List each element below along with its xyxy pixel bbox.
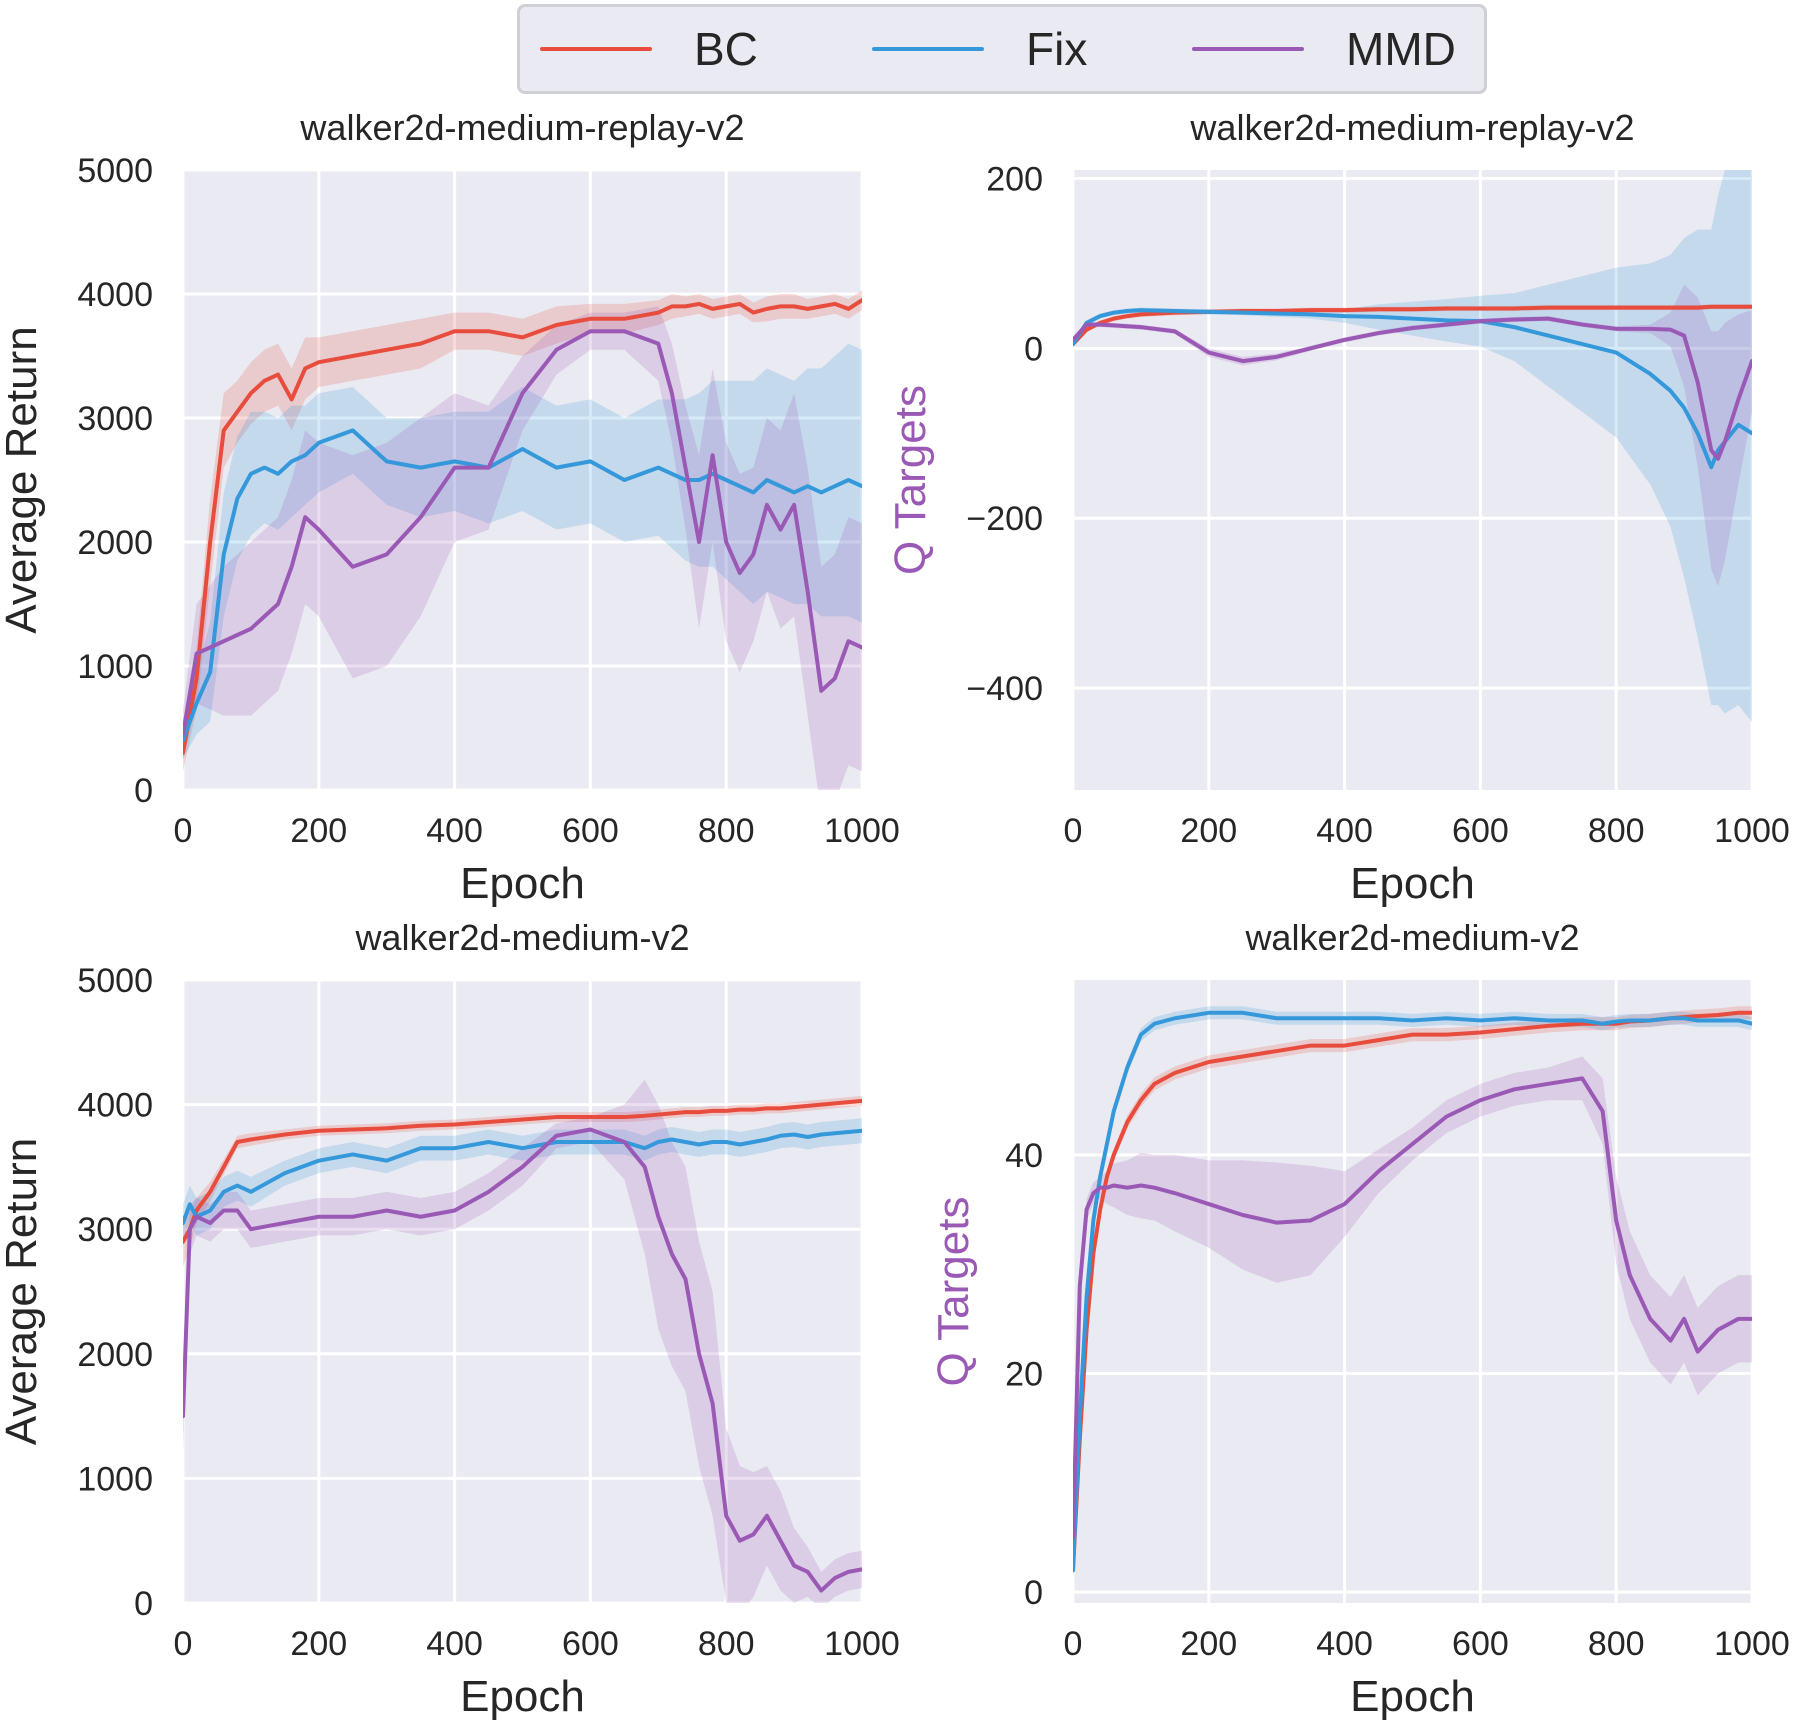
band-mmd (183, 306, 862, 790)
x-axis-label: Epoch (1350, 1672, 1475, 1721)
x-tick-label: 200 (290, 812, 347, 850)
x-tick-label: 0 (174, 812, 193, 850)
x-tick-label: 0 (1064, 1625, 1083, 1663)
line-bc (183, 1098, 862, 1244)
y-tick-label: 1000 (77, 648, 153, 686)
x-tick-label: 400 (426, 812, 483, 850)
x-tick-label: 1000 (824, 812, 900, 850)
x-tick-label: 200 (290, 1625, 347, 1663)
y-axis-label: Average Return (0, 1138, 46, 1445)
y-tick-label: 0 (134, 1585, 153, 1623)
line-mmd (183, 1127, 862, 1593)
x-axis-label: Epoch (460, 859, 585, 908)
line-fix (1073, 308, 1752, 470)
y-tick-label: 5000 (77, 962, 153, 1000)
series-group (1073, 1006, 1752, 1576)
band-mmd (1073, 1056, 1752, 1549)
y-tick-label: 3000 (77, 1211, 153, 1249)
subplot-1: walker2d-medium-replay-v2 0 200 400 600 800 10… (0, 107, 900, 908)
y-axis-label: Average Return (0, 326, 46, 633)
line-bc (183, 298, 862, 755)
x-tick-label: 800 (698, 1625, 755, 1663)
x-tick-label: 600 (562, 812, 619, 850)
band-fix (183, 1118, 862, 1242)
x-tick-label: 1000 (824, 1625, 900, 1663)
line-mmd (183, 329, 862, 737)
x-tick-label: 1000 (1714, 812, 1790, 850)
legend-item-bc: BC (540, 7, 758, 91)
y-tick-label: 0 (1024, 330, 1043, 368)
x-tick-label: 1000 (1714, 1625, 1790, 1663)
x-axis-label: Epoch (460, 1672, 585, 1721)
legend-swatch-bc (540, 47, 652, 51)
y-tick-label: 4000 (77, 1087, 153, 1125)
legend-swatch-fix (872, 47, 984, 51)
subplot-2: walker2d-medium-replay-v2 0 200 400 600 800 10… (886, 107, 1790, 908)
subplot-title: walker2d-medium-v2 (1244, 917, 1579, 958)
legend: BC Fix MMD (517, 4, 1487, 94)
y-tick-label: 2000 (77, 1336, 153, 1374)
x-tick-label: 600 (1452, 812, 1509, 850)
series-group (183, 1079, 862, 1603)
x-tick-label: 400 (1316, 812, 1373, 850)
legend-item-mmd: MMD (1192, 7, 1456, 91)
subplot-title: walker2d-medium-replay-v2 (299, 107, 744, 148)
y-tick-label: −400 (966, 670, 1043, 708)
y-tick-label: 5000 (77, 152, 153, 190)
x-tick-label: 800 (698, 812, 755, 850)
legend-item-fix: Fix (872, 7, 1087, 91)
band-mmd (183, 1079, 862, 1603)
x-tick-label: 800 (1588, 1625, 1645, 1663)
y-tick-label: 2000 (77, 524, 153, 562)
legend-label-bc: BC (694, 23, 758, 75)
subplot-4: walker2d-medium-v2 0 200 400 600 800 1000 0 20 40… (929, 917, 1790, 1721)
x-tick-label: 400 (426, 1625, 483, 1663)
band-fix (183, 343, 862, 759)
y-axis-label: Q Targets (886, 385, 935, 575)
y-tick-label: 4000 (77, 276, 153, 314)
line-bc (1073, 304, 1752, 347)
x-tick-label: 600 (1452, 1625, 1509, 1663)
line-mmd (1073, 316, 1752, 461)
x-tick-label: 0 (1064, 812, 1083, 850)
x-tick-label: 200 (1180, 1625, 1237, 1663)
x-tick-label: 600 (562, 1625, 619, 1663)
subplot-title: walker2d-medium-v2 (354, 917, 689, 958)
y-tick-label: 0 (1024, 1574, 1043, 1612)
y-axis-label: Q Targets (929, 1197, 978, 1387)
y-tick-label: 200 (986, 160, 1043, 198)
line-mmd (1073, 1076, 1752, 1540)
subplot-title: walker2d-medium-replay-v2 (1189, 107, 1634, 148)
series-group (1073, 170, 1752, 723)
legend-label-mmd: MMD (1346, 23, 1456, 75)
series-group (183, 290, 862, 790)
line-fix (183, 428, 862, 743)
legend-swatch-mmd (1192, 47, 1304, 51)
line-fix (1073, 1010, 1752, 1573)
x-tick-label: 400 (1316, 1625, 1373, 1663)
y-tick-label: 0 (134, 772, 153, 810)
plot-area (183, 980, 862, 1603)
x-axis-label: Epoch (1350, 859, 1475, 908)
y-tick-label: 20 (1005, 1355, 1043, 1393)
x-tick-label: 200 (1180, 812, 1237, 850)
x-tick-label: 0 (174, 1625, 193, 1663)
x-tick-label: 800 (1588, 812, 1645, 850)
y-tick-label: 1000 (77, 1460, 153, 1498)
y-tick-label: 3000 (77, 400, 153, 438)
y-tick-label: −200 (966, 500, 1043, 538)
plot-area (183, 170, 862, 790)
subplot-3: walker2d-medium-v2 0 200 400 600 800 1000 0 1000… (0, 917, 900, 1721)
y-tick-label: 40 (1005, 1137, 1043, 1175)
legend-label-fix: Fix (1026, 23, 1088, 75)
